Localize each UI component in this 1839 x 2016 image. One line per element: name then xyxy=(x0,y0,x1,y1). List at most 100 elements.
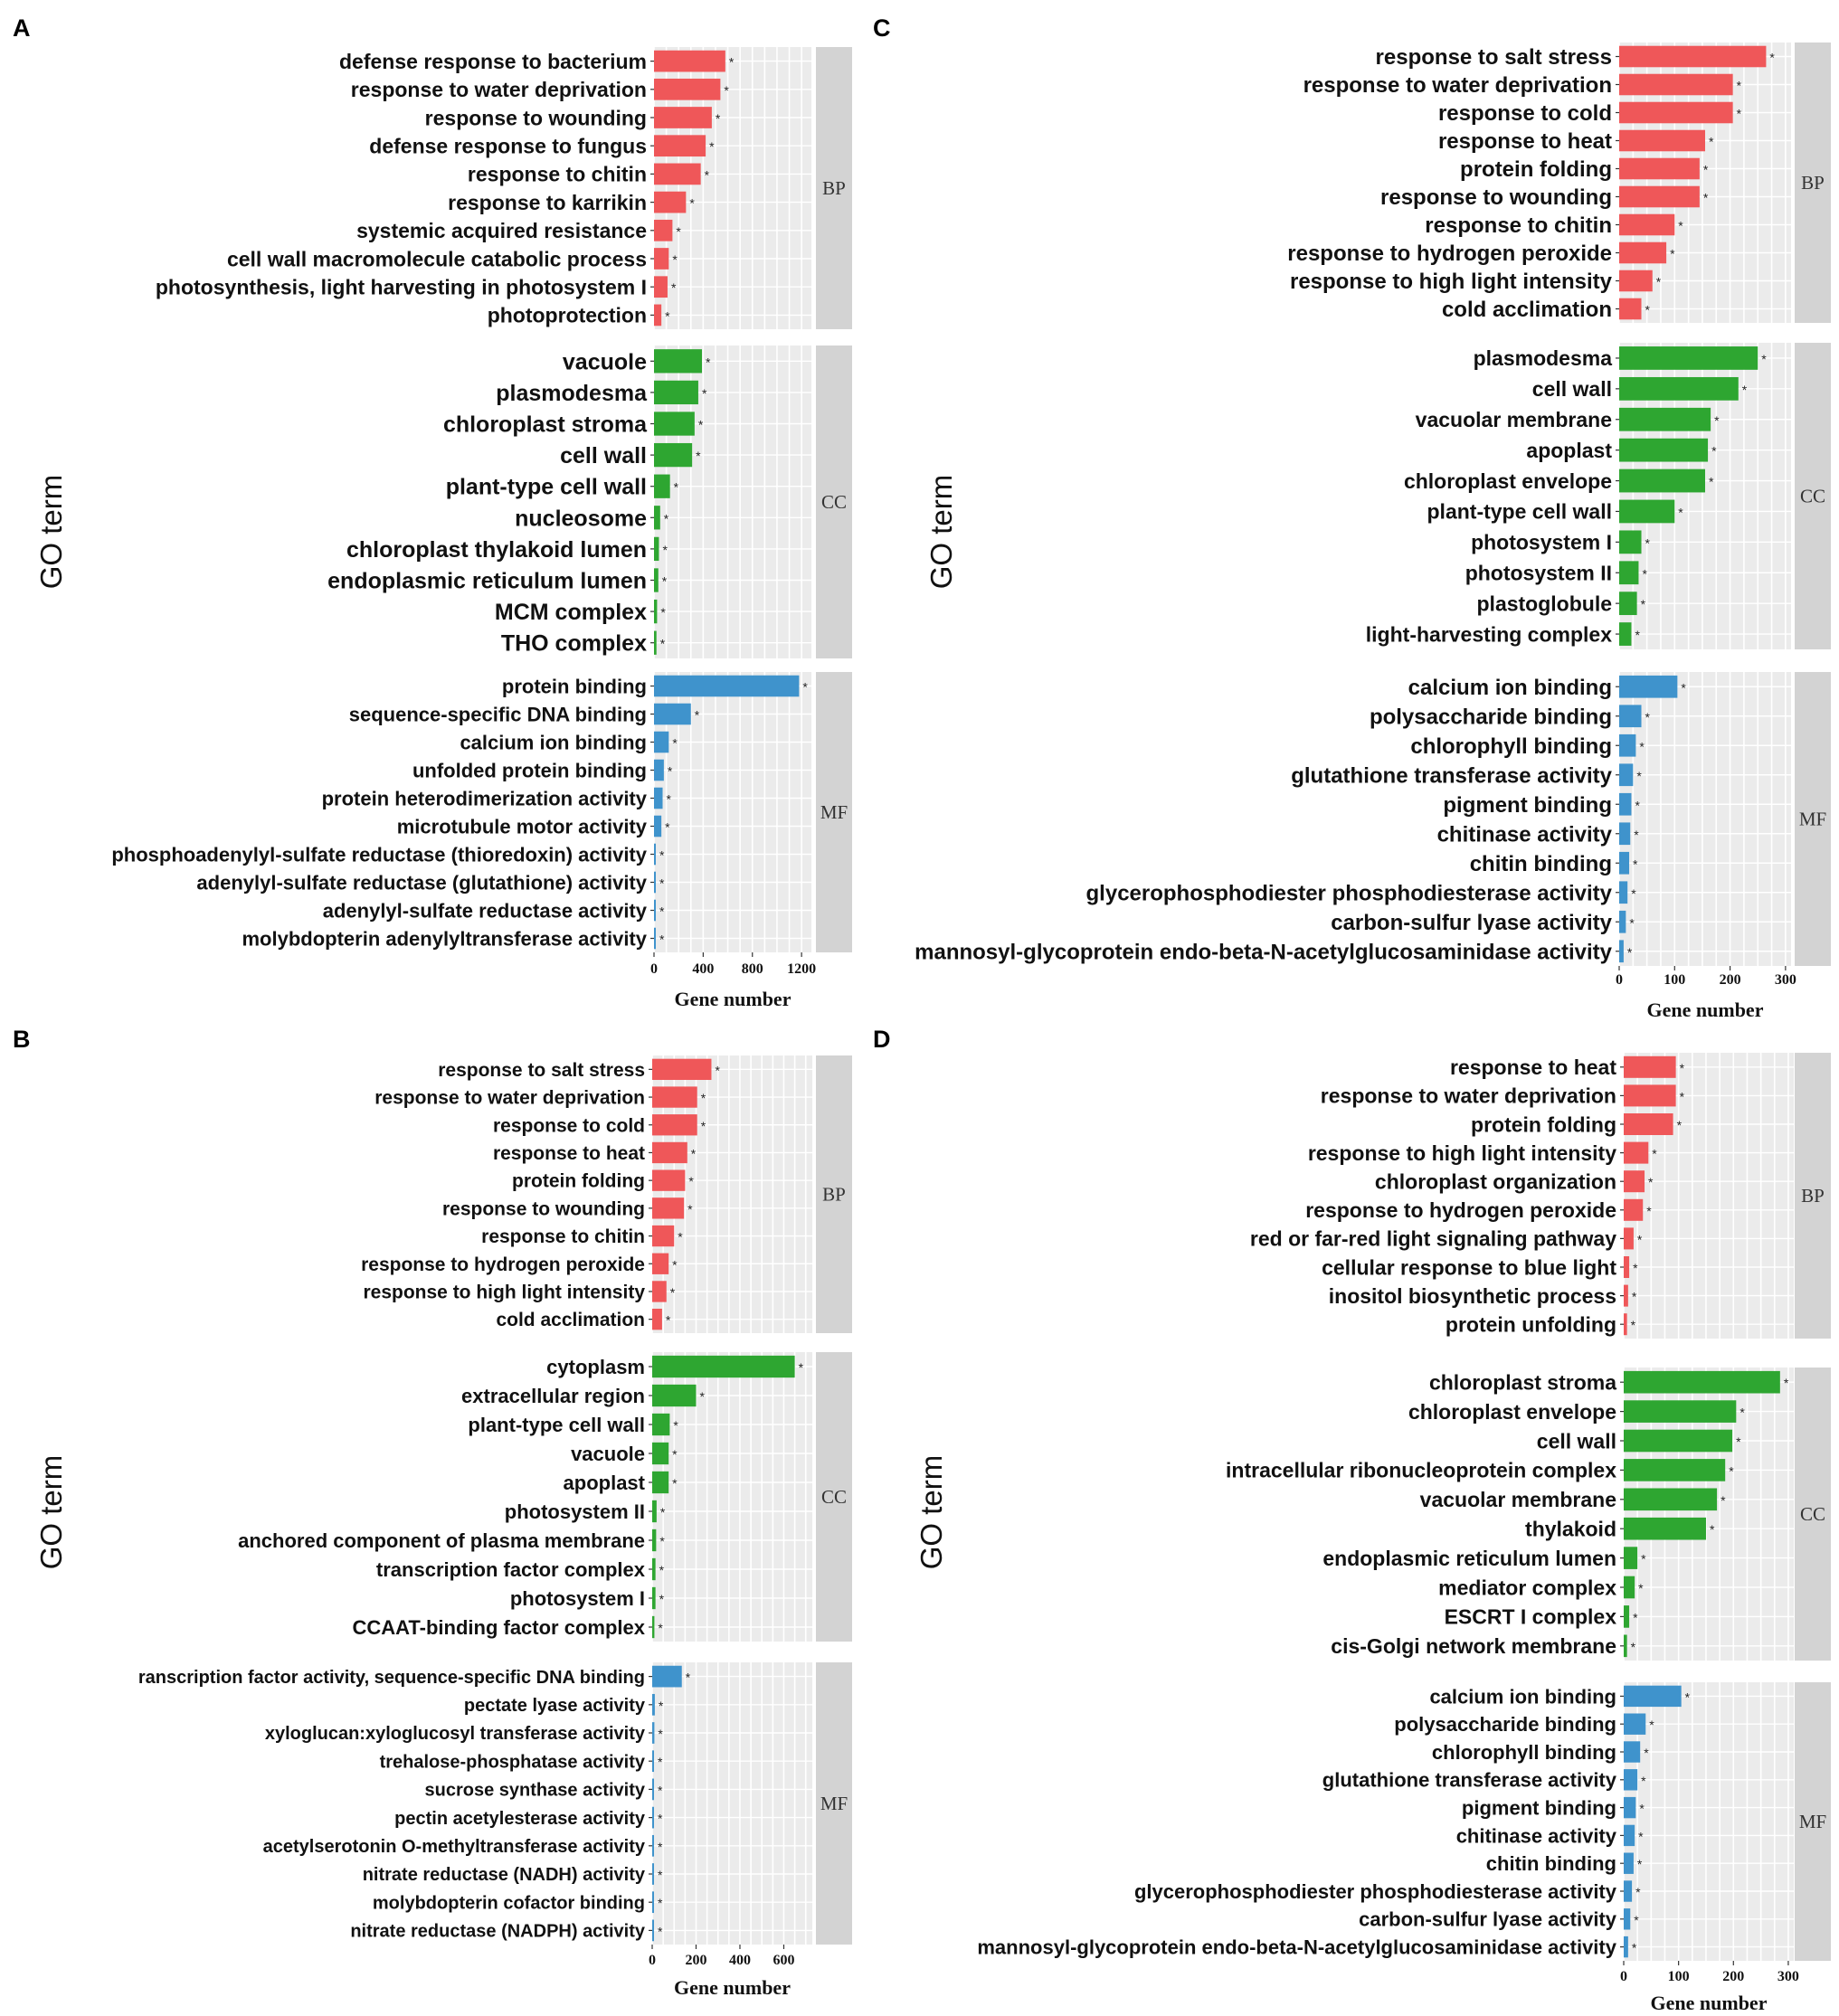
term-label: trehalose-phosphatase activity xyxy=(380,1752,646,1772)
bar xyxy=(652,1413,670,1436)
facet-mf: * ranscription factor activity, sequence-… xyxy=(138,1662,852,1945)
term-label: red or far-red light signaling pathway xyxy=(1250,1227,1616,1251)
facet-strip xyxy=(816,1055,852,1333)
significance-star: * xyxy=(1710,1522,1715,1537)
significance-star: * xyxy=(658,1812,663,1826)
facet-strip xyxy=(816,47,852,329)
term-label: chloroplast organization xyxy=(1375,1169,1616,1193)
significance-star: * xyxy=(658,1924,663,1938)
significance-star: * xyxy=(672,252,678,267)
x-axis-title: Gene number xyxy=(1647,999,1764,1021)
term-label: response to chitin xyxy=(1425,213,1612,238)
term-label: thylakoid xyxy=(1525,1517,1616,1540)
significance-star: * xyxy=(729,55,735,70)
significance-star: * xyxy=(1635,1885,1641,1899)
bar xyxy=(1624,1936,1628,1958)
significance-star: * xyxy=(1641,1774,1646,1788)
term-label: response to wounding xyxy=(442,1198,645,1219)
significance-star: * xyxy=(698,418,704,432)
panel-d: D GO term * response to heat * response to wa… xyxy=(873,1026,1831,2014)
significance-star: * xyxy=(1634,828,1639,842)
significance-star: * xyxy=(802,680,808,695)
significance-star: * xyxy=(1703,163,1709,177)
significance-star: * xyxy=(665,820,670,835)
significance-star: * xyxy=(1737,79,1742,93)
term-label: response to salt stress xyxy=(1376,45,1612,70)
bar xyxy=(1624,1852,1634,1874)
y-axis-title: GO term xyxy=(34,1455,68,1570)
significance-star: * xyxy=(1638,1829,1644,1843)
significance-star: * xyxy=(1645,535,1651,550)
term-label: protein binding xyxy=(502,675,647,697)
significance-star: * xyxy=(671,280,677,295)
bar xyxy=(1619,129,1705,152)
facet-strip xyxy=(816,1662,852,1945)
term-label: sucrose synthase activity xyxy=(425,1781,646,1801)
significance-star: * xyxy=(1641,1552,1646,1566)
bar xyxy=(654,675,800,697)
facet-bp: * defense response to bacterium * response … xyxy=(156,47,852,329)
term-label: ESCRT I complex xyxy=(1445,1605,1617,1629)
bar xyxy=(1619,734,1636,757)
term-label: glutathione transferase activity xyxy=(1291,763,1612,788)
significance-star: * xyxy=(1627,945,1633,960)
bar xyxy=(654,412,695,436)
bar xyxy=(654,191,687,213)
bar xyxy=(1624,1713,1646,1735)
significance-star: * xyxy=(1652,1147,1657,1161)
significance-star: * xyxy=(1685,1689,1691,1704)
bar xyxy=(1619,792,1632,816)
term-label: glycerophosphodiester phosphodiesterase … xyxy=(1086,881,1613,905)
panel-b: B GO term * response to salt stress * respons… xyxy=(13,1026,852,1999)
term-label: vacuole xyxy=(571,1443,645,1465)
bar xyxy=(652,1225,675,1247)
significance-star: * xyxy=(705,167,710,182)
term-label: carbon-sulfur lyase activity xyxy=(1359,1908,1617,1931)
x-tick-label: 400 xyxy=(729,1953,751,1968)
term-label: cell wall xyxy=(560,443,647,469)
term-label: acetylserotonin O-methyltransferase acti… xyxy=(263,1837,646,1857)
significance-star: * xyxy=(688,1174,694,1188)
bar xyxy=(1619,940,1624,963)
bar xyxy=(652,1891,654,1914)
bar xyxy=(1624,1227,1634,1250)
term-label: carbon-sulfur lyase activity xyxy=(1331,911,1612,935)
facet-mf: * calcium ion binding * polysaccharide bind… xyxy=(977,1682,1831,1961)
term-label: plastoglobule xyxy=(1477,592,1613,615)
significance-star: * xyxy=(1769,51,1775,65)
bar xyxy=(1624,1908,1631,1930)
term-label: chlorophyll binding xyxy=(1432,1741,1616,1764)
term-label: chitin binding xyxy=(1486,1852,1616,1875)
panel-label: A xyxy=(13,14,31,42)
bar xyxy=(654,442,693,468)
significance-star: * xyxy=(1721,1493,1726,1508)
term-label: phosphoadenylyl-sulfate reductase (thior… xyxy=(111,843,647,866)
term-label: plant-type cell wall xyxy=(468,1414,645,1436)
term-label: calcium ion binding xyxy=(1429,1685,1616,1708)
significance-star: * xyxy=(672,1447,678,1462)
term-label: vacuolar membrane xyxy=(1416,408,1612,431)
significance-star: * xyxy=(672,736,678,751)
significance-star: * xyxy=(1633,1610,1638,1624)
x-axis-title: Gene number xyxy=(675,988,792,1010)
significance-star: * xyxy=(665,308,670,323)
term-label: anchored component of plasma membrane xyxy=(238,1529,645,1552)
term-label: endoplasmic reticulum lumen xyxy=(1322,1547,1616,1570)
bar xyxy=(1624,1284,1628,1307)
bar xyxy=(654,474,670,498)
significance-star: * xyxy=(689,196,695,211)
significance-star: * xyxy=(701,1091,706,1105)
facet-strip xyxy=(816,345,852,658)
bar xyxy=(652,1086,697,1108)
term-label: pectin acetylesterase activity xyxy=(394,1809,646,1829)
significance-star: * xyxy=(1739,1406,1745,1420)
facet-strip-label: CC xyxy=(1800,486,1825,507)
term-label: cis-Golgi network membrane xyxy=(1331,1634,1616,1658)
facet-cc: * chloroplast stroma * chloroplast envelope… xyxy=(1226,1368,1831,1661)
bar xyxy=(1619,561,1639,585)
significance-star: * xyxy=(691,1146,697,1160)
facet-mf: * calcium ion binding * polysaccharide bind… xyxy=(915,672,1831,966)
term-label: defense response to fungus xyxy=(369,134,647,157)
significance-star: * xyxy=(1641,597,1646,611)
term-label: chloroplast thylakoid lumen xyxy=(346,537,647,563)
